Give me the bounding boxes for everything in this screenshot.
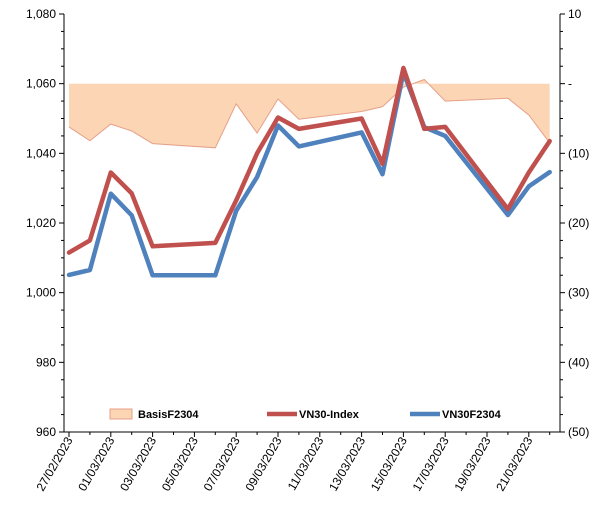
x-tick-label: 13/03/2023 — [326, 434, 368, 493]
x-tick-label: 09/03/2023 — [242, 434, 284, 493]
legend-label-vn30f2304: VN30F2304 — [442, 409, 502, 421]
y-left-tick-label: 1,060 — [26, 77, 56, 91]
y-right-tick-label: (50) — [568, 425, 589, 439]
y-left-tick-label: 1,040 — [26, 146, 56, 160]
x-tick-label: 19/03/2023 — [451, 434, 493, 493]
x-tick-label: 15/03/2023 — [368, 434, 410, 493]
y-right-tick-label: (20) — [568, 216, 589, 230]
x-tick-label: 27/02/2023 — [33, 434, 75, 493]
series-area-basisf2304 — [69, 79, 550, 148]
y-left-tick-label: 980 — [36, 355, 56, 369]
y-left-tick-label: 960 — [36, 425, 56, 439]
x-tick-label: 11/03/2023 — [285, 434, 327, 493]
legend-label-vn30-index: VN30-Index — [299, 409, 360, 421]
legend-label-basisf2304: BasisF2304 — [138, 409, 199, 421]
x-tick-label: 05/03/2023 — [159, 434, 201, 493]
x-tick-label: 21/03/2023 — [493, 434, 535, 493]
legend-swatch-basisf2304 — [109, 408, 133, 420]
series-line-vn30-index — [66, 65, 552, 255]
y-right-tick-label: - — [568, 77, 572, 91]
y-left-tick-label: 1,000 — [26, 286, 56, 300]
y-left-tick-label: 1,080 — [26, 7, 56, 21]
series-line-vn30f2304 — [66, 70, 552, 278]
x-tick-label: 01/03/2023 — [75, 434, 117, 493]
y-right-tick-label: (10) — [568, 146, 589, 160]
x-tick-label: 07/03/2023 — [201, 434, 243, 493]
y-right-tick-label: (40) — [568, 355, 589, 369]
series-area-edge-basisf2304 — [68, 78, 551, 149]
y-right-tick-label: 10 — [568, 7, 582, 21]
y-right-tick-label: (30) — [568, 286, 589, 300]
x-tick-label: 17/03/2023 — [410, 434, 452, 493]
y-left-tick-label: 1,020 — [26, 216, 56, 230]
x-tick-label: 03/03/2023 — [117, 434, 159, 493]
